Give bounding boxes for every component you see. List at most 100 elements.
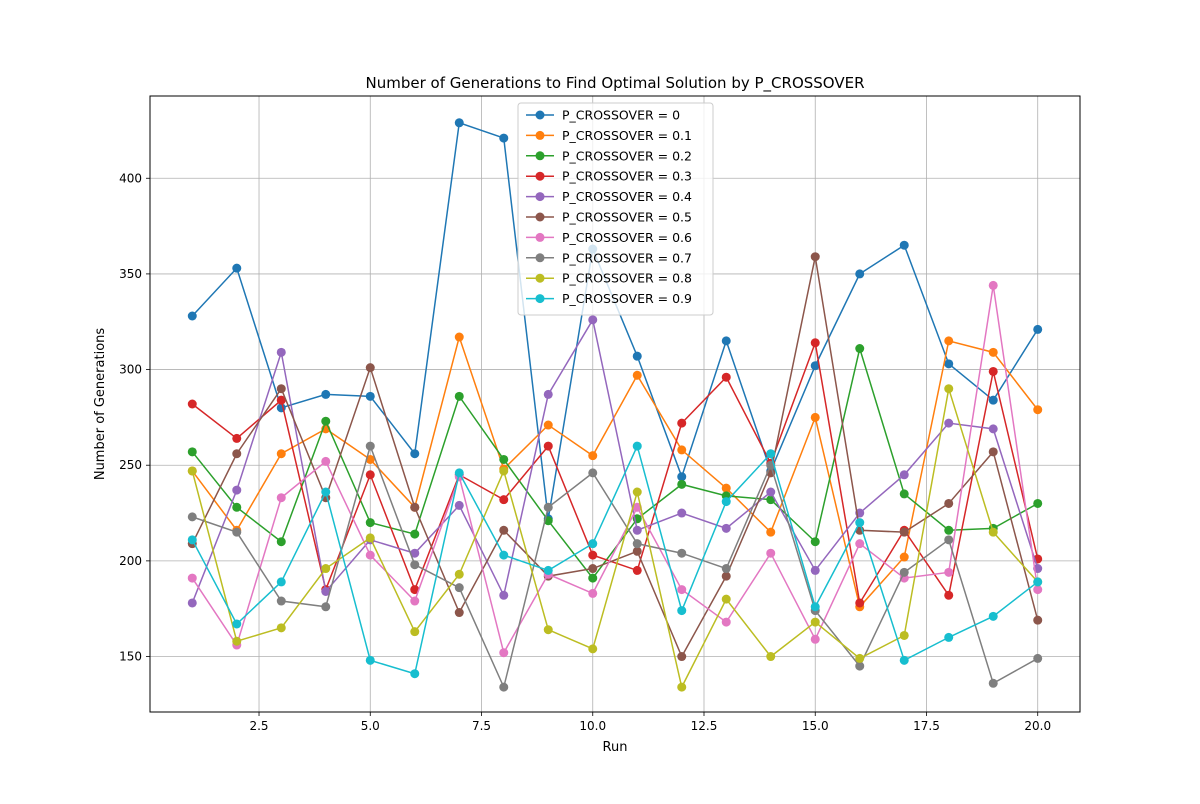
data-point (543, 441, 553, 451)
data-point (410, 449, 420, 459)
data-point (944, 418, 954, 428)
series-6 (187, 280, 1043, 658)
data-point (187, 447, 197, 457)
y-tick-label: 300 (119, 363, 142, 377)
data-point (232, 433, 242, 443)
data-point (677, 472, 687, 482)
data-point (855, 598, 865, 608)
data-point (276, 623, 286, 633)
data-point (988, 366, 998, 376)
data-point (810, 617, 820, 627)
series-2 (187, 344, 1043, 583)
data-point (365, 518, 375, 528)
data-point (632, 539, 642, 549)
data-point (810, 361, 820, 371)
x-tick-label: 7.5 (472, 719, 491, 733)
data-point (944, 498, 954, 508)
data-point (232, 619, 242, 629)
legend-label: P_CROSSOVER = 0.6 (562, 230, 692, 245)
x-tick-label: 15.0 (802, 719, 829, 733)
data-point (365, 550, 375, 560)
legend-marker (535, 273, 545, 283)
legend-marker (535, 253, 545, 263)
data-point (721, 594, 731, 604)
data-point (454, 118, 464, 128)
data-point (365, 391, 375, 401)
data-point (855, 661, 865, 671)
data-point (899, 552, 909, 562)
data-point (810, 412, 820, 422)
legend-marker (535, 171, 545, 181)
legend-label: P_CROSSOVER = 0.5 (562, 210, 692, 225)
data-point (588, 588, 598, 598)
legend-item: P_CROSSOVER = 0.7 (526, 250, 692, 265)
data-point (632, 441, 642, 451)
legend-item: P_CROSSOVER = 0.3 (526, 169, 692, 184)
data-point (321, 586, 331, 596)
data-point (899, 527, 909, 537)
data-point (899, 630, 909, 640)
y-tick-label: 400 (119, 171, 142, 185)
data-point (410, 529, 420, 539)
legend-box (517, 102, 714, 316)
data-point (543, 420, 553, 430)
x-axis-label: Run (603, 740, 628, 755)
data-point (543, 625, 553, 635)
data-point (187, 311, 197, 321)
data-point (232, 527, 242, 537)
legend-marker (535, 294, 545, 304)
data-point (232, 449, 242, 459)
legend-label: P_CROSSOVER = 0.1 (562, 128, 692, 143)
y-tick-label: 250 (119, 458, 142, 472)
data-point (321, 487, 331, 497)
data-point (499, 454, 509, 464)
data-point (677, 445, 687, 455)
legend-marker (535, 212, 545, 222)
legend-marker (535, 151, 545, 161)
series-line (192, 443, 1039, 690)
data-point (187, 512, 197, 522)
data-point (899, 470, 909, 480)
data-point (721, 564, 731, 574)
data-point (899, 240, 909, 250)
data-point (232, 636, 242, 646)
legend-marker (535, 130, 545, 140)
data-point (276, 347, 286, 357)
data-point (321, 564, 331, 574)
data-point (499, 525, 509, 535)
data-point (944, 632, 954, 642)
data-point (677, 418, 687, 428)
data-point (677, 606, 687, 616)
data-point (321, 456, 331, 466)
data-point (187, 573, 197, 583)
data-point (988, 395, 998, 405)
data-point (187, 598, 197, 608)
data-point (410, 585, 420, 595)
data-point (810, 252, 820, 262)
data-point (276, 384, 286, 394)
data-point (899, 655, 909, 665)
x-tick-label: 10.0 (579, 719, 606, 733)
data-point (454, 391, 464, 401)
data-point (499, 466, 509, 476)
data-point (944, 336, 954, 346)
data-point (899, 567, 909, 577)
data-point (499, 133, 509, 143)
data-point (721, 483, 731, 493)
data-point (1033, 498, 1043, 508)
data-point (721, 336, 731, 346)
data-point (677, 479, 687, 489)
data-point (232, 485, 242, 495)
legend-item: P_CROSSOVER = 0.5 (526, 210, 692, 225)
data-point (276, 449, 286, 459)
series-layer (187, 118, 1043, 692)
series-line (191, 388, 1039, 690)
data-point (276, 596, 286, 606)
data-point (588, 539, 598, 549)
legend-marker (535, 232, 545, 242)
data-point (454, 608, 464, 618)
chart-title: Number of Generations to Find Optimal So… (366, 74, 865, 93)
data-point (766, 527, 776, 537)
legend-item: P_CROSSOVER = 0.8 (526, 271, 692, 286)
